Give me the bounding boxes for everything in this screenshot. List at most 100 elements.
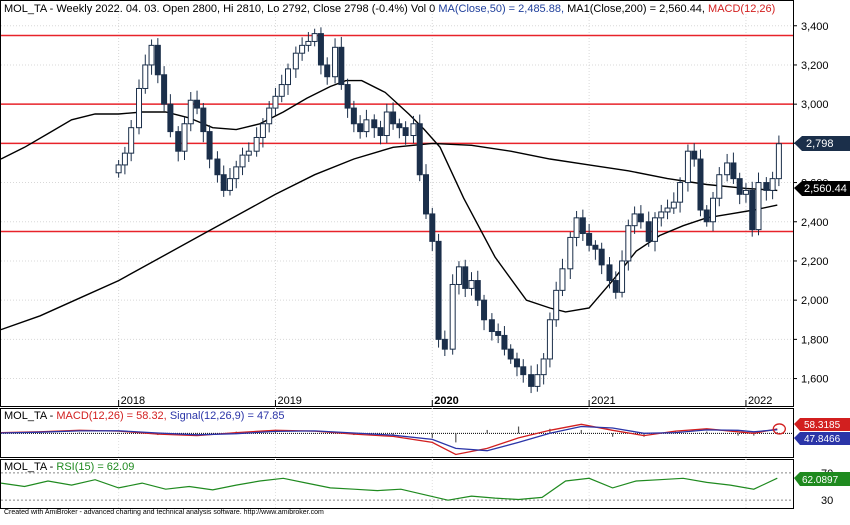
candle-93 xyxy=(724,153,731,182)
candle-3 xyxy=(136,79,143,135)
price-y-tick-label-2: 2,000 xyxy=(801,295,829,307)
candle-body-1 xyxy=(121,152,128,166)
candle-body-36 xyxy=(350,107,357,125)
signal-value-label: Signal(12,26,9) = 47.85 xyxy=(170,410,285,422)
candle-body-38 xyxy=(363,119,370,133)
candle-27 xyxy=(292,46,299,78)
candle-57 xyxy=(488,313,495,341)
candle-body-97 xyxy=(749,189,756,231)
rsi-layer: 7030 xyxy=(0,468,833,507)
candle-body-12 xyxy=(194,99,201,109)
last-close-badge: 2,798 xyxy=(794,136,850,151)
candle-19 xyxy=(239,147,246,176)
candle-body-41 xyxy=(383,111,390,137)
candle-61 xyxy=(513,352,520,377)
candle-13 xyxy=(200,102,207,143)
candle-74 xyxy=(598,242,605,275)
candle-92 xyxy=(716,167,723,207)
candle-body-87 xyxy=(684,150,691,184)
candle-body-91 xyxy=(710,197,717,223)
candle-body-17 xyxy=(226,178,233,191)
candle-body-76 xyxy=(612,280,619,293)
candle-4 xyxy=(142,54,149,94)
candle-body-52 xyxy=(455,266,462,285)
candle-88 xyxy=(691,143,698,167)
macd-badge: 58.3185 xyxy=(794,418,850,431)
candle-7 xyxy=(161,66,168,112)
candle-body-49 xyxy=(435,240,442,340)
candle-body-70 xyxy=(573,217,580,238)
x-ticks: 2018 2019 2020 2021 2022 xyxy=(118,395,772,407)
candle-99 xyxy=(763,177,770,201)
candle-body-6 xyxy=(154,44,161,76)
candle-body-88 xyxy=(691,150,698,160)
candle-0 xyxy=(115,160,122,178)
candle-31 xyxy=(317,27,324,75)
candle-79 xyxy=(631,206,638,234)
candle-body-24 xyxy=(272,95,279,109)
candle-body-35 xyxy=(344,84,351,109)
candle-52 xyxy=(455,261,462,295)
candle-87 xyxy=(684,144,691,192)
grid-layer xyxy=(1,14,793,508)
candle-body-32 xyxy=(324,64,331,78)
candle-42 xyxy=(390,102,397,130)
price-y-tick-label-9: 3,400 xyxy=(801,21,829,33)
price-y-ticks: 1,6001,8002,0002,2002,4002,6002,8003,000… xyxy=(793,21,829,386)
candle-body-96 xyxy=(742,189,749,195)
candle-body-79 xyxy=(631,213,638,227)
candle-45 xyxy=(410,115,417,144)
candle-82 xyxy=(651,212,658,252)
candle-15 xyxy=(214,151,221,183)
candle-body-66 xyxy=(546,319,553,360)
candle-body-82 xyxy=(651,217,658,242)
candle-body-19 xyxy=(239,154,246,168)
price-y-tick-label-4: 2,400 xyxy=(801,217,829,229)
candle-33 xyxy=(332,38,339,84)
candle-body-31 xyxy=(317,33,324,66)
candle-body-5 xyxy=(148,44,155,66)
candle-body-93 xyxy=(724,162,731,176)
last-close-badge-text: 2,798 xyxy=(806,138,834,150)
candle-85 xyxy=(670,192,677,214)
candle-body-34 xyxy=(338,46,345,86)
candle-body-3 xyxy=(136,87,143,129)
candle-body-80 xyxy=(637,213,644,223)
candle-body-74 xyxy=(598,248,605,266)
candle-body-11 xyxy=(187,99,194,125)
candle-body-26 xyxy=(285,68,292,86)
candle-body-90 xyxy=(703,209,710,223)
candle-body-72 xyxy=(586,233,593,246)
footer-credit: Created with AmiBroker - advanced charti… xyxy=(4,509,324,516)
candle-10 xyxy=(181,116,188,161)
candle-70 xyxy=(573,210,580,247)
candle-98 xyxy=(755,172,762,236)
candle-53 xyxy=(462,259,469,298)
candle-body-64 xyxy=(534,374,541,387)
candle-9 xyxy=(175,126,182,162)
candle-59 xyxy=(501,326,508,356)
candle-95 xyxy=(736,172,743,205)
candle-2 xyxy=(128,120,135,162)
rsi-value-label: RSI(15) = 62.09 xyxy=(56,461,134,473)
candle-body-78 xyxy=(625,225,632,262)
candle-body-37 xyxy=(357,123,364,133)
candle-50 xyxy=(441,330,448,357)
candle-1 xyxy=(121,146,128,175)
candle-90 xyxy=(703,205,710,227)
candle-body-13 xyxy=(200,107,207,133)
price-y-tick-label-0: 1,600 xyxy=(801,374,829,386)
candle-body-68 xyxy=(559,268,566,291)
candle-83 xyxy=(658,204,665,227)
rsi-badge: 62.0897 xyxy=(794,472,850,486)
candle-body-60 xyxy=(507,348,514,360)
candle-14 xyxy=(206,125,213,169)
candle-28 xyxy=(299,37,306,61)
price-y-tick-label-7: 3,000 xyxy=(801,99,829,111)
signal-badge: 47.8466 xyxy=(794,432,850,445)
candle-72 xyxy=(586,223,593,252)
candle-69 xyxy=(567,231,574,279)
price-title-prefix: MOL_TA - Weekly 2022. 04. 03. Open 2800,… xyxy=(4,3,435,15)
candle-body-28 xyxy=(299,44,306,54)
candle-body-59 xyxy=(501,334,508,350)
